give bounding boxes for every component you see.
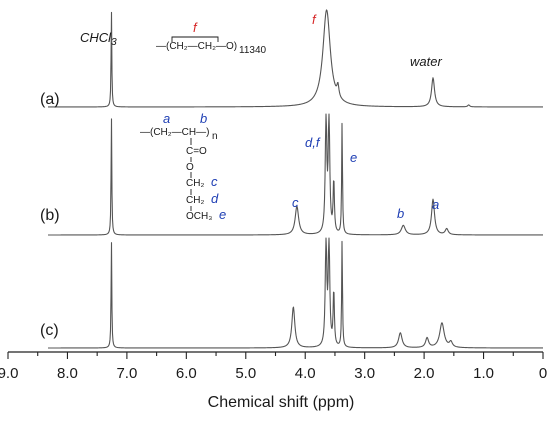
peo-subscript: 11340: [239, 45, 267, 56]
x-tick-label-0: 9.0: [0, 365, 18, 382]
spectra-traces: [47, 9, 544, 349]
spectrum-trace-b: [47, 113, 544, 236]
spectrum-trace-c: [47, 237, 544, 349]
annotation-a: a: [432, 197, 439, 212]
annotation-f-peo: f: [312, 12, 317, 27]
polymer-label-e: e: [219, 207, 226, 222]
x-tick-label-1: 8.0: [57, 365, 78, 382]
x-tick-label-4: 5.0: [235, 365, 256, 382]
peo-bracket: [171, 36, 219, 42]
x-axis-ticks: 9.0 8.0 7.0 6.0 5.0 4.0 3.0 2.0 1.0 0: [0, 352, 547, 382]
peo-label-f: f: [193, 20, 198, 35]
polymer-subscript-n: n: [212, 131, 218, 142]
annotation-d-f: d,f: [305, 135, 321, 150]
polymer-carbonyl: C=O: [186, 146, 207, 157]
polymer-label-a: a: [163, 111, 170, 126]
trace-label-a: (a): [40, 91, 60, 108]
polymer-backbone: —(CH₂—CH—): [140, 127, 209, 138]
polymer-ester-o: O: [186, 162, 194, 173]
x-tick-label-9: 0: [539, 365, 547, 382]
polymer-label-b: b: [200, 111, 207, 126]
polymer-ch2-d: CH₂: [186, 195, 204, 206]
polymer-structure: a b —(CH₂—CH—) n C=O O CH₂ c CH₂ d OCH₃ …: [140, 111, 226, 222]
polymer-label-d: d: [211, 191, 219, 206]
trace-label-b: (b): [40, 207, 60, 224]
polymer-och3: OCH₃: [186, 211, 212, 222]
polymer-label-c: c: [211, 174, 218, 189]
x-tick-label-2: 7.0: [116, 365, 137, 382]
x-axis-title: Chemical shift (ppm): [208, 394, 355, 411]
annotation-water: water: [410, 54, 442, 69]
trace-label-c: (c): [40, 322, 59, 339]
peo-structure: f —(CH₂—CH₂—O) 11340: [156, 20, 267, 56]
x-tick-label-3: 6.0: [176, 365, 197, 382]
x-tick-label-5: 4.0: [295, 365, 316, 382]
annotation-chcl3: CHCl3: [80, 30, 117, 48]
x-tick-label-7: 2.0: [414, 365, 435, 382]
spectrum-trace-a: [47, 9, 544, 108]
annotation-b: b: [397, 206, 404, 221]
annotation-e: e: [350, 150, 357, 165]
annotation-c: c: [292, 195, 299, 210]
peo-formula: —(CH₂—CH₂—O): [156, 41, 237, 52]
x-tick-label-8: 1.0: [473, 365, 494, 382]
x-tick-label-6: 3.0: [354, 365, 375, 382]
polymer-ch2-c: CH₂: [186, 178, 204, 189]
